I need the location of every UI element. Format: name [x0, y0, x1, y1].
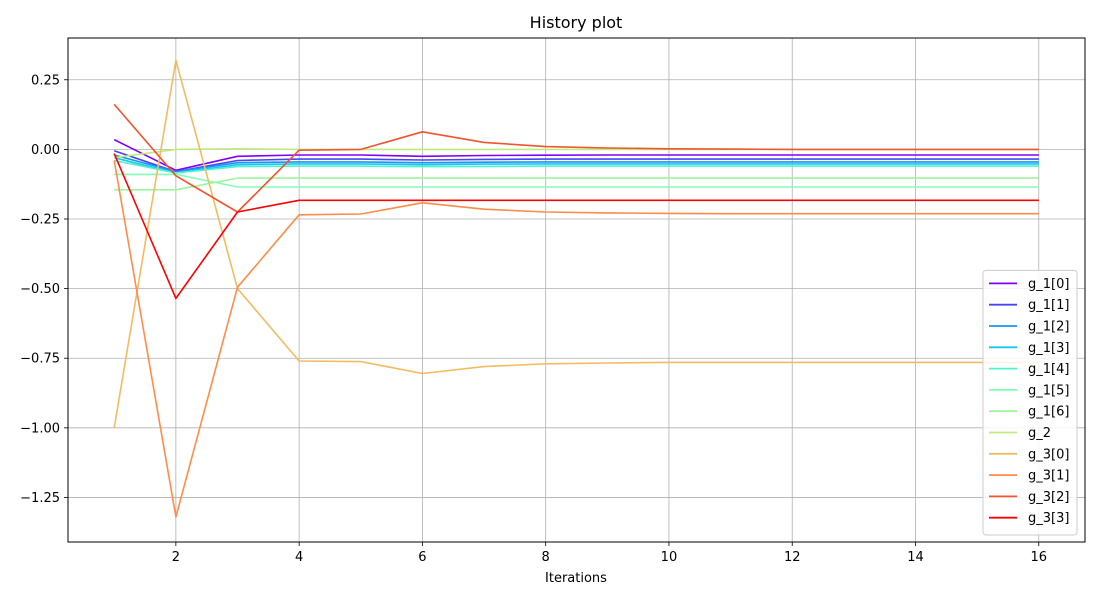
x-tick-label: 16 — [1030, 550, 1047, 565]
legend-label: g_1[4] — [1028, 362, 1069, 377]
x-tick-label: 2 — [172, 550, 180, 565]
legend-label: g_3[0] — [1028, 447, 1069, 462]
chart-title: History plot — [530, 13, 623, 32]
grid — [68, 38, 1085, 542]
plot-area-frame — [67, 37, 1086, 543]
series-line-g_1[1] — [113, 150, 1039, 173]
series-line-g_1[0] — [113, 138, 1039, 172]
series-line-g_1[2] — [113, 154, 1039, 173]
x-axis-label: Iterations — [545, 571, 607, 586]
legend-label: g_1[3] — [1028, 341, 1069, 356]
legend-label: g_1[5] — [1028, 383, 1069, 398]
legend-label: g_1[0] — [1028, 277, 1069, 292]
x-tick-label: 14 — [907, 550, 924, 565]
series-line-g_3[3] — [113, 153, 1039, 300]
x-tick-label: 10 — [661, 550, 678, 565]
y-tick-label: −1.25 — [20, 491, 60, 506]
y-tick-label: 0.25 — [31, 73, 60, 88]
series-line-g_1[6] — [114, 177, 1039, 191]
series-line-g_3[1] — [113, 160, 1039, 518]
legend-label: g_3[3] — [1028, 511, 1069, 526]
x-tick-label: 4 — [295, 550, 303, 565]
y-tick-label: −0.50 — [20, 282, 60, 297]
y-tick-label: −0.25 — [20, 212, 60, 227]
x-tick-label: 6 — [418, 550, 426, 565]
legend-label: g_1[2] — [1028, 320, 1069, 335]
legend-label: g_1[6] — [1028, 405, 1069, 420]
y-tick-label: −0.75 — [20, 352, 60, 367]
y-axis-ticks: 0.25 0.00 −0.25 −0.50 −0.75 −1.00 −1.25 — [20, 73, 68, 506]
legend-label: g_3[1] — [1028, 469, 1069, 484]
x-axis-ticks: 2 4 6 8 10 12 14 16 — [172, 542, 1047, 565]
legend-label: g_3[2] — [1028, 490, 1069, 505]
y-tick-label: 0.00 — [31, 143, 60, 158]
legend: g_1[0] g_1[1] g_1[2] g_1[3] g_1[4] g_1[5] g_1[… — [982, 269, 1078, 536]
legend-label: g_2 — [1028, 426, 1051, 441]
series-line-g_1[5] — [114, 173, 1039, 188]
series-line-g_3[0] — [113, 59, 1039, 428]
x-tick-label: 12 — [784, 550, 801, 565]
series-line-g_3[2] — [113, 103, 1039, 213]
y-tick-label: −1.00 — [20, 421, 60, 436]
x-tick-label: 8 — [542, 550, 550, 565]
series-line-g_1[3] — [114, 156, 1039, 174]
legend-box — [982, 269, 1078, 536]
series-line-g_1[4] — [114, 159, 1039, 174]
legend-label: g_1[1] — [1028, 298, 1069, 313]
series-lines — [113, 59, 1039, 518]
